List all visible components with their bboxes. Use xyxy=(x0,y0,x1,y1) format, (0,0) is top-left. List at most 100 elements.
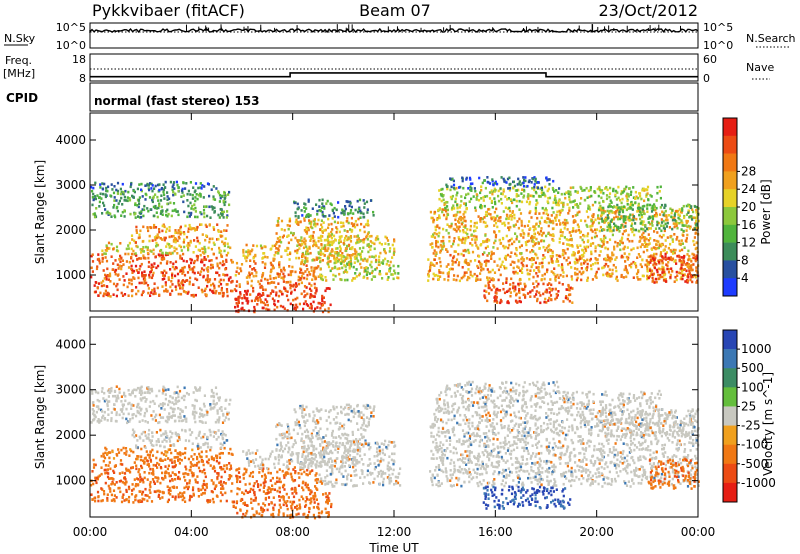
power-cell xyxy=(141,240,144,243)
power-cell xyxy=(627,256,630,260)
power-cell xyxy=(471,182,474,185)
power-cell xyxy=(283,307,286,310)
velocity-cell xyxy=(132,487,135,491)
power-cell xyxy=(335,208,338,212)
power-cell xyxy=(344,268,347,272)
power-cell xyxy=(439,264,442,268)
power-cell xyxy=(296,305,299,309)
power-cell xyxy=(469,273,472,276)
power-cell xyxy=(639,245,642,249)
power-cell xyxy=(343,264,346,267)
power-cell xyxy=(161,213,164,216)
power-cell xyxy=(486,278,489,282)
power-cell xyxy=(463,202,466,205)
power-cell xyxy=(675,278,678,282)
power-cell xyxy=(182,270,185,274)
power-cell xyxy=(586,232,590,235)
power-cell xyxy=(604,216,607,220)
power-cell xyxy=(142,250,145,253)
power-cell xyxy=(346,256,349,260)
power-cell xyxy=(520,221,523,224)
power-cell xyxy=(220,253,223,256)
power-cell xyxy=(486,176,489,179)
power-cell xyxy=(369,263,372,267)
power-cell xyxy=(532,225,535,228)
power-cell xyxy=(208,280,211,283)
power-cell xyxy=(556,210,559,214)
power-cell xyxy=(389,247,392,250)
power-cell xyxy=(462,229,465,232)
power-cell xyxy=(352,277,355,280)
power-cell xyxy=(513,261,516,264)
power-cell xyxy=(163,193,166,197)
power-cell xyxy=(661,255,664,258)
power-cell xyxy=(694,232,697,235)
power-cell xyxy=(442,213,446,217)
velocity-cell xyxy=(181,498,184,502)
power-cell xyxy=(312,219,315,223)
power-cell xyxy=(655,199,658,202)
power-cell xyxy=(150,276,154,280)
velocity-cell xyxy=(230,474,233,478)
velocity-cell xyxy=(149,491,152,494)
power-cell xyxy=(553,190,556,193)
power-cell xyxy=(661,259,664,263)
colorbar-swatch xyxy=(723,135,737,154)
power-cell xyxy=(163,186,167,189)
power-cell xyxy=(324,249,327,253)
power-cell xyxy=(370,234,373,238)
freq-left-tick-top: 18 xyxy=(72,53,86,66)
power-cell xyxy=(549,278,552,281)
power-cell xyxy=(521,229,524,232)
power-cell xyxy=(304,256,307,259)
power-cell xyxy=(189,226,192,229)
velocity-cell xyxy=(143,471,146,474)
power-cell xyxy=(161,224,164,228)
velocity-cell xyxy=(159,497,162,500)
power-cell xyxy=(303,276,306,280)
power-cell xyxy=(343,213,346,216)
power-cell xyxy=(685,204,688,208)
power-cell xyxy=(239,293,242,296)
velocity-cell xyxy=(137,455,140,458)
velocity-cell xyxy=(130,492,134,496)
power-cell xyxy=(222,199,225,203)
power-cell xyxy=(107,185,110,189)
power-cell xyxy=(152,214,155,218)
power-cell xyxy=(135,231,138,234)
power-cell xyxy=(264,245,267,249)
power-cell xyxy=(546,268,549,272)
power-cell xyxy=(369,244,373,248)
power-cell xyxy=(336,267,339,271)
power-cell xyxy=(454,218,457,222)
power-cell xyxy=(600,217,603,220)
power-cell xyxy=(646,210,649,213)
power-cell xyxy=(94,181,97,185)
power-cell xyxy=(447,275,450,278)
power-cell xyxy=(350,216,353,220)
power-cell xyxy=(263,252,266,255)
power-cell xyxy=(556,293,559,297)
velocity-cell xyxy=(174,473,177,477)
power-cell xyxy=(340,257,343,261)
velocity-cell xyxy=(193,463,196,467)
velocity-cell xyxy=(158,463,161,466)
power-cell xyxy=(318,209,321,212)
power-cell xyxy=(545,246,548,250)
power-cell xyxy=(135,244,138,248)
power-cell xyxy=(310,289,313,293)
power-cell xyxy=(250,279,253,283)
power-cell xyxy=(658,267,661,271)
velocity-cell xyxy=(179,491,182,495)
power-cell xyxy=(327,262,330,266)
power-cell xyxy=(158,183,161,186)
power-cell xyxy=(218,249,221,252)
velocity-cell xyxy=(197,487,200,491)
power-cell xyxy=(204,258,208,261)
power-cell xyxy=(391,256,394,259)
power-cell xyxy=(134,252,137,255)
velocity-cell xyxy=(167,491,170,495)
power-cell xyxy=(442,198,445,202)
power-cell xyxy=(156,195,159,199)
power-cell xyxy=(651,255,654,259)
